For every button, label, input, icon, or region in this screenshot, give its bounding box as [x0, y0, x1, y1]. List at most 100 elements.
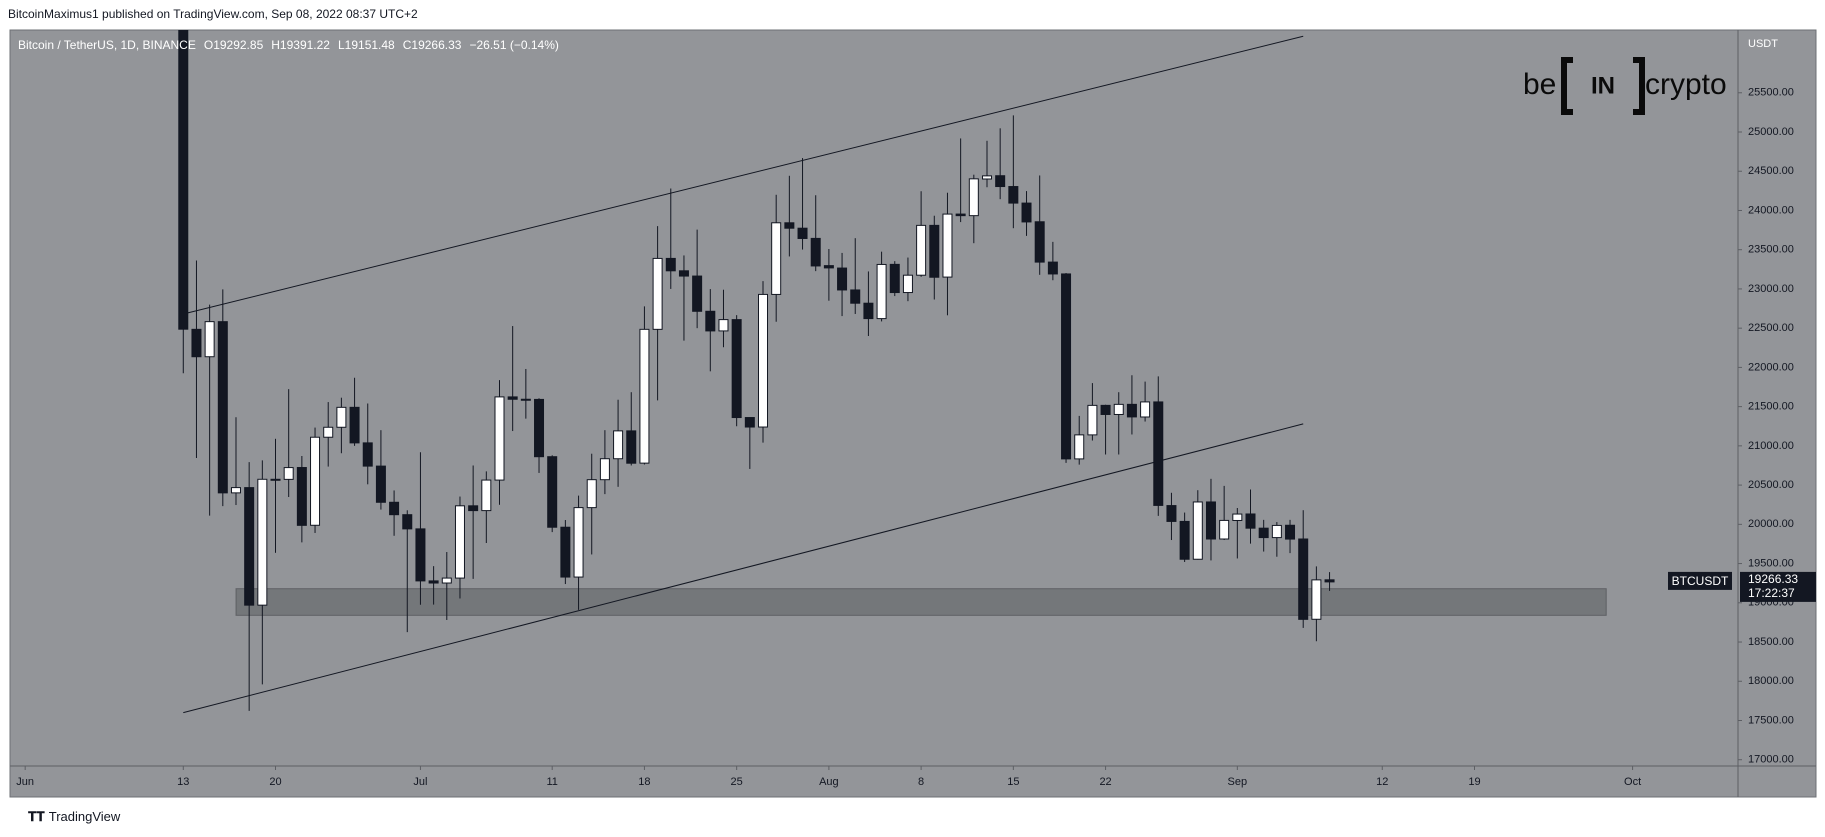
candle-body [362, 442, 373, 467]
x-tick-label: 8 [918, 776, 924, 788]
x-tick-label: 12 [1376, 776, 1388, 788]
candle-body [178, 30, 189, 330]
y-tick-label: 21500.00 [1748, 401, 1794, 413]
candle-body [257, 478, 268, 606]
candle-body [481, 479, 492, 512]
candle-body [929, 224, 940, 278]
y-tick-label: 18500.00 [1748, 636, 1794, 648]
ohlc-value: 19292.85 [213, 38, 264, 52]
logo-bracket [1561, 57, 1645, 115]
candle-body [1245, 513, 1256, 529]
candle-body [771, 222, 782, 295]
symbol-tag [1668, 571, 1732, 590]
trendline [183, 35, 1304, 315]
candle-body [520, 398, 531, 401]
ohlc-field: L 19151.48 [338, 38, 395, 52]
y-tick-label: 20000.00 [1748, 518, 1794, 530]
candle-body [283, 467, 294, 480]
candle-body [823, 265, 834, 269]
candle-body [652, 257, 663, 330]
candle-body [705, 310, 716, 332]
candle-body [1192, 501, 1203, 560]
logo-text: IN [1591, 72, 1615, 99]
plot-area [178, 30, 1607, 714]
candle-body [468, 505, 479, 512]
ohlc-value: 19391.22 [279, 38, 330, 52]
candle-body [863, 302, 874, 320]
x-tick-label: Jun [16, 776, 34, 788]
candle-body [1324, 579, 1335, 583]
ohlc-field: H 19391.22 [271, 38, 330, 52]
last-price: 19266.33 [1748, 572, 1798, 586]
x-tick-label: Oct [1624, 776, 1641, 788]
candle-body [1021, 202, 1032, 223]
y-tick-label: 22000.00 [1748, 361, 1794, 373]
axes: 17000.0017500.0018000.0018500.0019000.00… [16, 87, 1816, 788]
candle-body [389, 501, 400, 516]
candle-body [1140, 401, 1151, 418]
candle-body [599, 458, 610, 481]
candle-body [1311, 579, 1322, 620]
candle-body [981, 175, 992, 180]
ohlc-value: 19151.48 [344, 38, 395, 52]
y-tick-label: 25000.00 [1748, 126, 1794, 138]
y-tick-label: 18000.00 [1748, 675, 1794, 687]
candle-body [454, 505, 465, 579]
y-tick-label: 19500.00 [1748, 557, 1794, 569]
candle-body [323, 426, 334, 438]
candle-body [1232, 513, 1243, 521]
candle-body [507, 396, 518, 400]
ohlc-value: 19266.33 [411, 38, 462, 52]
y-tick-label: 23500.00 [1748, 244, 1794, 256]
candle-body [1074, 434, 1085, 460]
candle-body [995, 175, 1006, 188]
y-tick-label: 21000.00 [1748, 440, 1794, 452]
candle-body [1113, 403, 1124, 415]
y-tick-label: 20500.00 [1748, 479, 1794, 491]
price-unit: USDT [1748, 38, 1778, 50]
y-tick-label: 17500.00 [1748, 714, 1794, 726]
y-tick-label: 22500.00 [1748, 322, 1794, 334]
candle-body [837, 267, 848, 291]
footer: 𝐓𝐓 TradingView [28, 809, 120, 825]
candle-body [889, 263, 900, 294]
candle-body [1179, 520, 1190, 560]
ohlc-label: H [271, 38, 280, 52]
candle-body [204, 321, 215, 358]
y-tick-label: 25500.00 [1748, 87, 1794, 99]
candle-body [797, 227, 808, 239]
footer-icon: 𝐓𝐓 [28, 809, 45, 824]
candle-body [336, 406, 347, 428]
candle-body [692, 275, 703, 312]
candle-body [916, 224, 927, 276]
candle-body [244, 487, 255, 606]
candle-body [534, 398, 545, 458]
candle-body [230, 487, 241, 494]
candle-body [613, 430, 624, 460]
ohlc-field: O 19292.85 [204, 38, 263, 52]
candle-body [902, 274, 913, 294]
candle-body [375, 465, 386, 503]
candle-body [191, 328, 202, 358]
candle-body [810, 237, 821, 267]
x-tick-label: 13 [177, 776, 189, 788]
candle-body [678, 270, 689, 277]
candle-body [1219, 519, 1230, 540]
candle-body [586, 479, 597, 509]
candle-body [1100, 404, 1111, 415]
candle-body [968, 178, 979, 217]
candle-body [1271, 524, 1282, 539]
candle-body [1153, 401, 1164, 506]
candle-body [1061, 273, 1072, 460]
ohlc-field: C 19266.33 [403, 38, 462, 52]
candle-body [402, 514, 413, 530]
candle-body [428, 580, 439, 584]
candle-body [876, 263, 887, 320]
y-tick-label: 23000.00 [1748, 283, 1794, 295]
x-tick-label: 19 [1468, 776, 1480, 788]
change: −26.51 (−0.14%) [469, 38, 559, 52]
publisher: BitcoinMaximus1 published on TradingView… [8, 7, 418, 21]
candle-body [942, 213, 953, 278]
candle-body [1008, 186, 1019, 204]
ohlc-label: C [402, 38, 412, 52]
